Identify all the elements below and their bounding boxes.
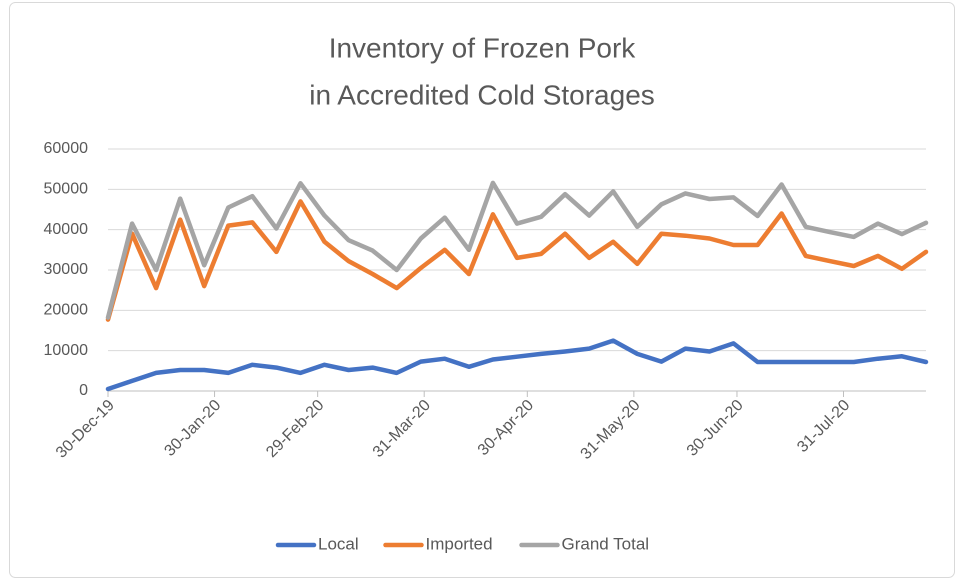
- legend-label: Grand Total: [562, 534, 650, 553]
- y-tick-label: 10000: [44, 342, 89, 359]
- series-line: [105, 199, 929, 322]
- series-line: [105, 180, 929, 320]
- y-tick-label: 30000: [44, 261, 89, 278]
- y-tick-label: 40000: [44, 221, 89, 238]
- legend-label: Imported: [426, 534, 493, 553]
- y-tick-label: 60000: [44, 140, 89, 157]
- y-tick-label: 20000: [44, 302, 89, 319]
- chart-border: [9, 2, 955, 578]
- y-tick-label: 0: [79, 382, 88, 399]
- y-tick-label: 50000: [44, 181, 89, 198]
- chart-title: in Accredited Cold Storages: [309, 79, 655, 110]
- series-line: [105, 338, 929, 392]
- legend-label: Local: [318, 534, 359, 553]
- chart-title: Inventory of Frozen Pork: [329, 32, 637, 63]
